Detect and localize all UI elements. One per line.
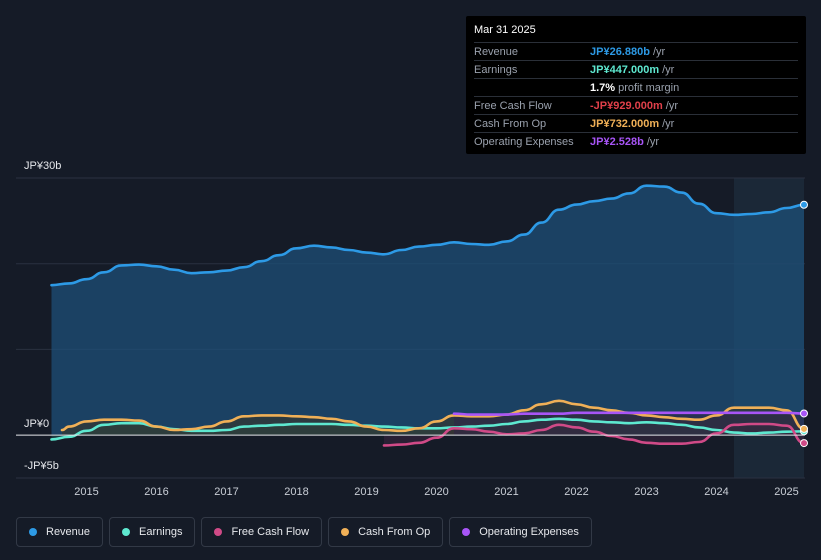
legend-dot-icon xyxy=(29,528,37,536)
tooltip-row-free-cash-flow: Free Cash Flow -JP¥929.000m /yr xyxy=(474,96,798,114)
tooltip-label: Earnings xyxy=(474,63,518,76)
tooltip-unit: /yr xyxy=(646,135,660,148)
x-tick-label: 2016 xyxy=(144,486,168,498)
x-tick-label: 2025 xyxy=(774,486,798,498)
x-tick-label: 2019 xyxy=(354,486,378,498)
revenue-line xyxy=(50,184,806,287)
x-tick-label: 2021 xyxy=(494,486,518,498)
legend-label: Revenue xyxy=(46,526,91,538)
legend-item-cash-from-op[interactable]: Cash From Op xyxy=(328,517,444,547)
tooltip-label: Free Cash Flow xyxy=(474,99,552,112)
x-tick-label: 2020 xyxy=(424,486,448,498)
tooltip: Mar 31 2025 Revenue JP¥26.880b /yr Earni… xyxy=(466,16,806,154)
tooltip-label: Cash From Op xyxy=(474,117,547,130)
legend-label: Operating Expenses xyxy=(479,526,579,538)
tooltip-row-operating-expenses: Operating Expenses JP¥2.528b /yr xyxy=(474,132,798,150)
free-cash-flow-endpoint xyxy=(800,439,808,448)
legend-dot-icon xyxy=(122,528,131,536)
x-tick-label: 2022 xyxy=(564,486,588,498)
legend-item-revenue[interactable]: Revenue xyxy=(16,517,104,547)
tooltip-date: Mar 31 2025 xyxy=(474,24,536,36)
tooltip-value: JP¥732.000m xyxy=(590,117,660,130)
legend: Revenue Earnings Free Cash Flow Cash Fro… xyxy=(16,517,592,547)
legend-dot-icon xyxy=(214,528,223,536)
x-tick-label: 2015 xyxy=(74,486,98,498)
tooltip-value: -JP¥929.000m xyxy=(590,99,663,112)
revenue-endpoint xyxy=(800,200,808,209)
cash-from-op-line xyxy=(60,399,806,433)
legend-item-earnings[interactable]: Earnings xyxy=(109,517,196,547)
operating-expenses-line xyxy=(452,411,806,416)
y-tick-label-top: JP¥30b xyxy=(24,160,62,172)
y-tick-label-zero: JP¥0 xyxy=(24,418,50,430)
tooltip-value: JP¥26.880b xyxy=(590,45,650,58)
x-tick-label: 2018 xyxy=(284,486,308,498)
tooltip-row-cash-from-op: Cash From Op JP¥732.000m /yr xyxy=(474,114,798,132)
x-tick-label: 2017 xyxy=(214,486,238,498)
tooltip-row-profit-margin: 1.7% profit margin xyxy=(474,78,798,96)
operating-expenses-endpoint xyxy=(800,409,808,418)
tooltip-row-revenue: Revenue JP¥26.880b /yr xyxy=(474,42,798,60)
tooltip-unit: /yr xyxy=(665,99,679,112)
legend-dot-icon xyxy=(341,528,350,536)
tooltip-unit: /yr xyxy=(652,45,666,58)
tooltip-value: JP¥2.528b xyxy=(590,135,644,148)
tooltip-label: Operating Expenses xyxy=(474,135,574,148)
x-tick-label: 2023 xyxy=(634,486,658,498)
x-tick-label: 2024 xyxy=(704,486,728,498)
cash-from-op-endpoint xyxy=(800,424,808,433)
legend-dot-icon xyxy=(462,528,471,536)
legend-item-free-cash-flow[interactable]: Free Cash Flow xyxy=(201,517,323,547)
tooltip-label: Revenue xyxy=(474,45,519,58)
legend-item-operating-expenses[interactable]: Operating Expenses xyxy=(449,517,592,547)
tooltip-unit: profit margin xyxy=(618,81,680,94)
tooltip-value: JP¥447.000m xyxy=(590,63,660,76)
tooltip-unit: /yr xyxy=(662,117,675,130)
legend-label: Free Cash Flow xyxy=(231,526,310,538)
y-tick-label-bottom: -JP¥5b xyxy=(24,460,59,472)
revenue-area xyxy=(51,185,804,436)
free-cash-flow-line xyxy=(382,422,806,447)
tooltip-value: 1.7% xyxy=(590,81,616,94)
tooltip-row-earnings: Earnings JP¥447.000m /yr xyxy=(474,60,798,78)
legend-label: Earnings xyxy=(139,526,183,538)
legend-label: Cash From Op xyxy=(358,526,431,538)
tooltip-unit: /yr xyxy=(662,63,675,76)
